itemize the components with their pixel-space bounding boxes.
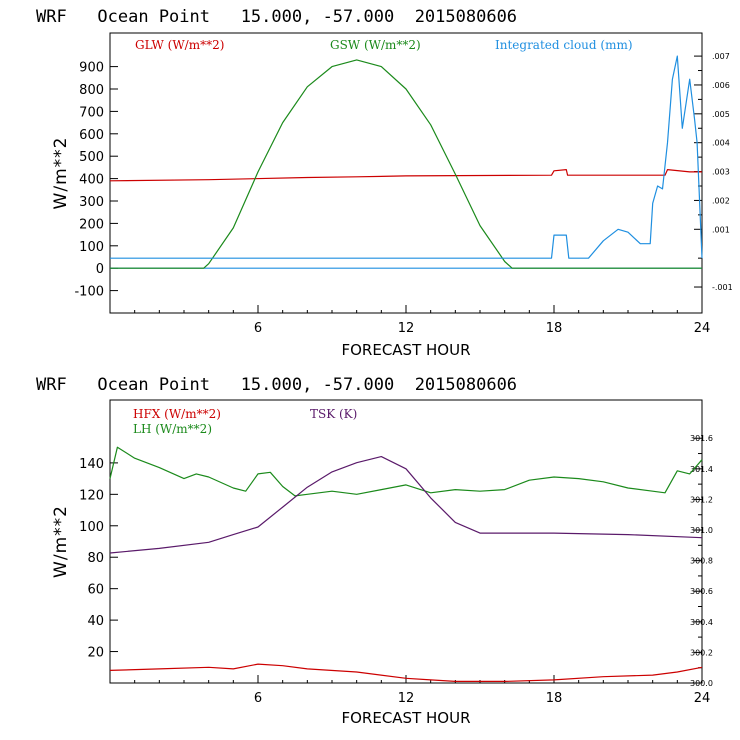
chart2-y-tick-label: 40	[87, 614, 104, 629]
chart1-right-tick-label: .003	[712, 168, 730, 177]
chart1-title: WRF Ocean Point 15.000, -57.000 20150806…	[36, 7, 517, 27]
chart1-y-tick-label: 500	[79, 150, 104, 165]
chart1-right-tick-label: .005	[712, 110, 730, 119]
chart1-series-integrated-line	[110, 55, 703, 259]
chart2-right-tick-label: 301.4	[690, 465, 713, 474]
chart2-right-tick-label: 301.0	[690, 526, 713, 535]
chart2-right-tick-label: 300.0	[690, 679, 713, 688]
chart1-plot-frame	[109, 32, 703, 314]
chart1-y-tick-label: 700	[79, 105, 104, 120]
chart2-right-tick-label: 301.6	[690, 434, 713, 443]
chart2-y-tick-label: 100	[79, 520, 104, 535]
chart2-series-tsk-line	[109, 456, 703, 554]
chart1-x-tick-label: 24	[694, 321, 711, 336]
chart1-x-tick-label: 18	[546, 321, 563, 336]
chart1-y-tick-label: 100	[79, 240, 104, 255]
chart2-y-tick-label: 140	[79, 457, 104, 472]
chart2-y-tick-label: 80	[87, 551, 104, 566]
chart1-y-tick-label: 900	[79, 61, 104, 76]
chart1-y-axis-label: W/m**2	[51, 137, 71, 210]
chart2-right-tick-label: 301.2	[690, 495, 713, 504]
chart1-y-tick-label: 800	[79, 83, 104, 98]
chart1-y-tick-label: 400	[79, 173, 104, 188]
chart2-x-axis-label: FORECAST HOUR	[341, 709, 470, 727]
chart2-x-tick-label: 12	[398, 691, 415, 706]
chart2-right-tick-label: 300.6	[690, 587, 713, 596]
chart2-legend-tsk: TSK (K)	[310, 407, 357, 421]
chart2-series-hfx-line	[109, 663, 703, 683]
chart1-x-tick-label: 12	[398, 321, 415, 336]
chart1-right-tick-label: .004	[712, 139, 730, 148]
chart1-y-tick-label: 200	[79, 217, 104, 232]
chart2-plot-frame	[109, 399, 703, 684]
chart2-x-tick-label: 24	[694, 691, 711, 706]
chart2-right-tick-label: 300.8	[690, 557, 713, 566]
chart1-series-glw-line	[109, 169, 702, 182]
chart1-right-tick-label: .001	[712, 225, 730, 234]
chart1-legend-integrated: Integrated cloud (mm)	[495, 38, 633, 52]
chart1-right-tick-label: .002	[712, 196, 730, 205]
chart2-y-tick-label: 60	[87, 583, 104, 598]
chart2-right-tick-label: 300.2	[690, 648, 713, 657]
chart1-right-tick-label: .007	[712, 52, 730, 61]
chart2-right-tick-label: 300.4	[690, 618, 713, 627]
chart1-y-tick-label: -100	[74, 285, 104, 300]
chart2-x-tick-label: 6	[254, 691, 262, 706]
chart1-y-tick-label: 300	[79, 195, 104, 210]
chart2-series-lh-line	[109, 446, 703, 497]
chart2-x-tick-label: 18	[546, 691, 563, 706]
chart2-legend-lh: LH (W/m**2)	[133, 422, 212, 436]
chart2-legend-hfx: HFX (W/m**2)	[133, 407, 221, 421]
chart2-title: WRF Ocean Point 15.000, -57.000 20150806…	[36, 375, 517, 395]
chart1-series-gsw-line	[110, 59, 702, 269]
chart1-legend-gsw: GSW (W/m**2)	[330, 38, 421, 52]
chart1-right-tick-label: -.001	[712, 283, 733, 292]
chart2-y-tick-label: 20	[87, 646, 104, 661]
chart1-x-axis-label: FORECAST HOUR	[341, 341, 470, 359]
chart1-y-tick-label: 600	[79, 128, 104, 143]
chart1-y-tick-label: 0	[96, 262, 104, 277]
chart2-y-tick-label: 120	[79, 488, 104, 503]
chart2-y-axis-label: W/m**2	[51, 505, 71, 578]
chart1-x-tick-label: 6	[254, 321, 262, 336]
chart1-legend-glw: GLW (W/m**2)	[135, 38, 224, 52]
chart1-right-tick-label: .006	[712, 81, 730, 90]
